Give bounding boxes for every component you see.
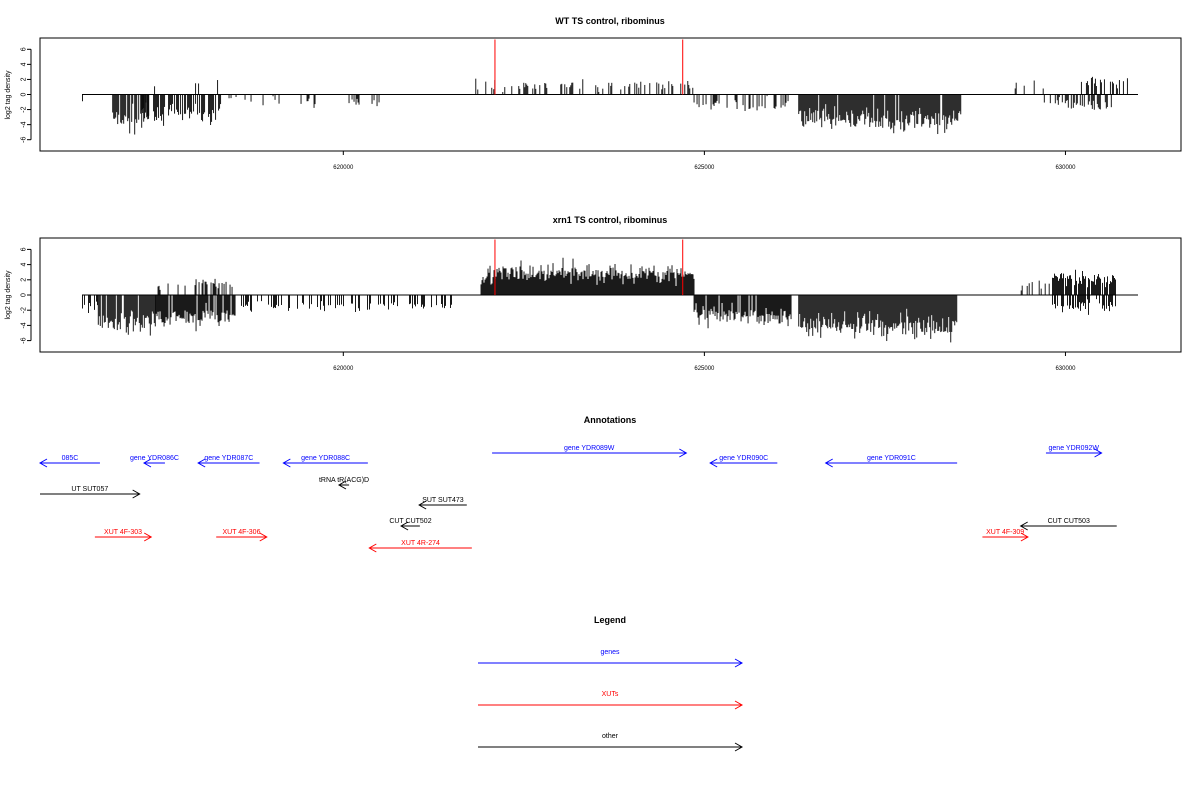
xrn1-coverage-panel: xrn1 TS control, ribominus log2 tag dens… (5, 215, 1182, 372)
annotation-label: gene YDR088C (301, 455, 350, 462)
annotation-label: gene YDR089W (564, 445, 615, 452)
annotation-label: UT SUT057 (71, 486, 108, 493)
annotation-feature: SUT SUT473 (418, 497, 467, 510)
annotations-track: Annotations 085C gene YDR086C gene YDR087C… (38, 415, 1117, 553)
x-tick-label: 625000 (694, 366, 715, 372)
annotation-features: 085C gene YDR086C gene YDR087C gene YDR088C… (38, 445, 1117, 553)
xrn1-y-axis-label: log2 tag density (5, 270, 12, 320)
wt-coverage-panel: WT TS control, ribominus log2 tag densit… (5, 16, 1182, 171)
y-tick-label: -6 (21, 136, 28, 142)
annotation-feature: tRNA tR(ACG)D (319, 477, 369, 490)
wt-coverage-bars (82, 39, 1138, 135)
annotation-feature: gene YDR092W (1045, 445, 1103, 458)
wt-panel-title: WT TS control, ribominus (555, 16, 665, 26)
x-tick-label: 630000 (1055, 366, 1076, 372)
legend-item: XUTs (478, 691, 744, 710)
annotation-label: XUT 4F-303 (104, 529, 142, 536)
legend-items: genes XUTs other (478, 649, 744, 752)
annotation-label: XUT 4F-306 (222, 529, 260, 536)
xrn1-x-axis: 620000 625000 630000 (333, 352, 1076, 372)
legend-item: other (478, 733, 744, 752)
annotation-feature: gene YDR090C (709, 455, 778, 468)
x-tick-label: 630000 (1055, 165, 1076, 171)
annotation-label: gene YDR091C (867, 455, 916, 462)
wt-x-axis: 620000 625000 630000 (333, 151, 1076, 171)
xrn1-panel-title: xrn1 TS control, ribominus (553, 215, 668, 225)
annotation-label: gene YDR090C (719, 455, 768, 462)
y-tick-label: 6 (21, 247, 28, 251)
y-tick-label: 4 (21, 263, 28, 267)
y-tick-label: 6 (21, 47, 28, 51)
xrn1-coverage-bars (82, 239, 1138, 343)
annotation-feature: CUT CUT503 (1019, 518, 1117, 531)
annotation-feature: XUT 4R-274 (368, 540, 472, 553)
annotation-label: 085C (62, 455, 79, 462)
annotation-feature: XUT 4F-306 (216, 529, 268, 542)
legend-label: genes (600, 649, 620, 656)
annotation-label: CUT CUT502 (389, 518, 431, 525)
annotations-title: Annotations (584, 415, 637, 425)
annotation-label: SUT SUT473 (422, 497, 464, 504)
y-tick-label: 0 (21, 293, 28, 297)
y-tick-label: 2 (21, 278, 28, 282)
annotation-feature: XUT 4F-303 (94, 529, 153, 542)
annotation-label: gene YDR087C (204, 455, 253, 462)
legend: Legend genes XUTs other (478, 615, 744, 752)
annotation-feature: gene YDR089W (492, 445, 688, 458)
wt-plot-frame (39, 37, 1182, 152)
legend-title: Legend (594, 615, 626, 625)
y-tick-label: 4 (21, 62, 28, 66)
y-tick-label: -4 (21, 322, 28, 328)
xrn1-y-axis: -6 -4 -2 0 2 4 6 (21, 247, 32, 344)
annotation-label: CUT CUT503 (1048, 518, 1090, 525)
annotation-label: XUT 4R-274 (401, 540, 440, 547)
annotation-label: gene YDR086C (130, 455, 179, 462)
x-tick-label: 625000 (694, 165, 715, 171)
x-tick-label: 620000 (333, 366, 354, 372)
wt-y-axis: -6 -4 -2 0 2 4 6 (21, 47, 32, 143)
annotation-label: XUT 4F-309 (986, 529, 1024, 536)
wt-y-axis-label: log2 tag density (5, 70, 12, 120)
legend-label: other (602, 733, 619, 740)
annotation-feature: gene YDR088C (282, 455, 368, 468)
x-tick-label: 620000 (333, 165, 354, 171)
y-tick-label: -2 (21, 106, 28, 112)
legend-item: genes (478, 649, 744, 668)
legend-label: XUTs (602, 691, 619, 698)
annotation-feature: 085C (38, 455, 100, 468)
y-tick-label: 2 (21, 77, 28, 81)
annotation-feature: gene YDR091C (824, 455, 958, 468)
annotation-label: tRNA tR(ACG)D (319, 477, 369, 484)
annotation-feature: UT SUT057 (40, 486, 141, 499)
y-tick-label: -4 (21, 121, 28, 127)
y-tick-label: -6 (21, 337, 28, 343)
xrn1-plot-frame (39, 237, 1182, 353)
y-tick-label: -2 (21, 307, 28, 313)
annotation-feature: gene YDR086C (130, 455, 179, 468)
y-tick-label: 0 (21, 92, 28, 96)
annotation-feature: CUT CUT502 (389, 518, 432, 531)
annotation-label: gene YDR092W (1049, 445, 1100, 452)
annotation-feature: gene YDR087C (197, 455, 260, 468)
annotation-feature: XUT 4F-309 (982, 529, 1029, 542)
